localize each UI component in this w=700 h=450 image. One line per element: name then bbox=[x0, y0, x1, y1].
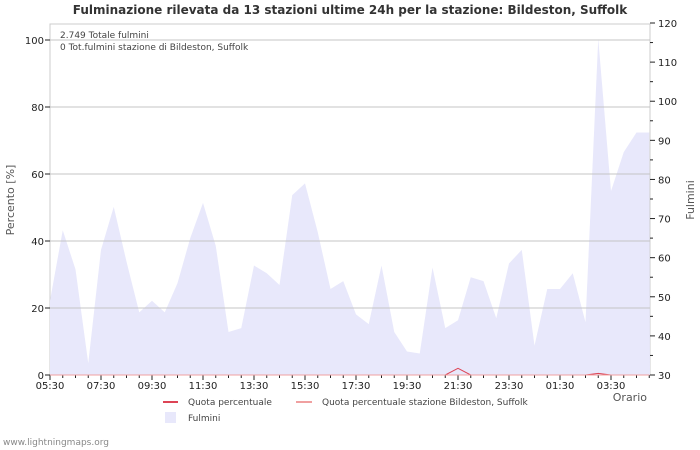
x-tick-label: 11:30 bbox=[189, 381, 218, 392]
right-tick-label: 70 bbox=[658, 215, 671, 226]
left-tick-label: 80 bbox=[31, 103, 44, 114]
right-tick-label: 120 bbox=[658, 19, 677, 30]
x-tick-label: 07:30 bbox=[87, 381, 116, 392]
x-tick-label: 21:30 bbox=[444, 381, 473, 392]
left-tick-label: 60 bbox=[31, 170, 44, 181]
footer-credit: www.lightningmaps.org bbox=[3, 438, 109, 448]
x-tick-label: 19:30 bbox=[393, 381, 422, 392]
left-tick-label: 100 bbox=[25, 36, 44, 47]
left-tick-label: 0 bbox=[38, 371, 44, 382]
x-tick-label: 17:30 bbox=[342, 381, 371, 392]
x-tick-label: 01:30 bbox=[546, 381, 575, 392]
right-tick-label: 100 bbox=[658, 97, 677, 108]
right-axis-label: Fulmini bbox=[684, 180, 697, 220]
right-tick-label: 60 bbox=[658, 254, 671, 265]
x-tick-label: 03:30 bbox=[597, 381, 626, 392]
x-tick-label: 05:30 bbox=[36, 381, 65, 392]
x-axis-label: Orario bbox=[613, 391, 648, 404]
x-tick-label: 13:30 bbox=[240, 381, 269, 392]
total-strikes-annotation: 2.749 Totale fulmini bbox=[60, 31, 149, 41]
right-tick-label: 40 bbox=[658, 332, 671, 343]
x-tick-label: 09:30 bbox=[138, 381, 167, 392]
x-tick-label: 15:30 bbox=[291, 381, 320, 392]
legend-label-quota: Quota percentuale bbox=[188, 398, 272, 408]
x-tick-label: 23:30 bbox=[495, 381, 524, 392]
left-tick-label: 40 bbox=[31, 237, 44, 248]
fulmini-area bbox=[50, 38, 650, 376]
right-tick-label: 110 bbox=[658, 58, 677, 69]
left-tick-label: 20 bbox=[31, 304, 44, 315]
chart-title: Fulminazione rilevata da 13 stazioni ult… bbox=[72, 3, 628, 17]
legend-label-quota-stazione: Quota percentuale stazione Bildeston, Su… bbox=[322, 398, 529, 408]
legend-label-fulmini: Fulmini bbox=[188, 414, 220, 424]
station-strikes-annotation: 0 Tot.fulmini stazione di Bildeston, Suf… bbox=[60, 43, 249, 53]
right-tick-label: 30 bbox=[658, 371, 671, 382]
right-tick-label: 90 bbox=[658, 136, 671, 147]
right-tick-label: 80 bbox=[658, 175, 671, 186]
right-tick-label: 50 bbox=[658, 293, 671, 304]
legend-swatch-fulmini bbox=[165, 412, 176, 423]
left-axis-label: Percento [%] bbox=[4, 165, 17, 236]
